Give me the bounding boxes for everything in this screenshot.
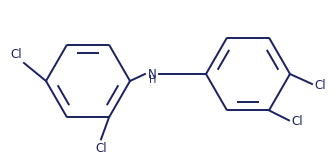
Text: N: N xyxy=(148,68,156,80)
Text: Cl: Cl xyxy=(95,142,107,155)
Text: H: H xyxy=(149,75,157,85)
Text: Cl: Cl xyxy=(10,48,22,61)
Text: Cl: Cl xyxy=(314,78,326,92)
Text: Cl: Cl xyxy=(291,115,303,128)
